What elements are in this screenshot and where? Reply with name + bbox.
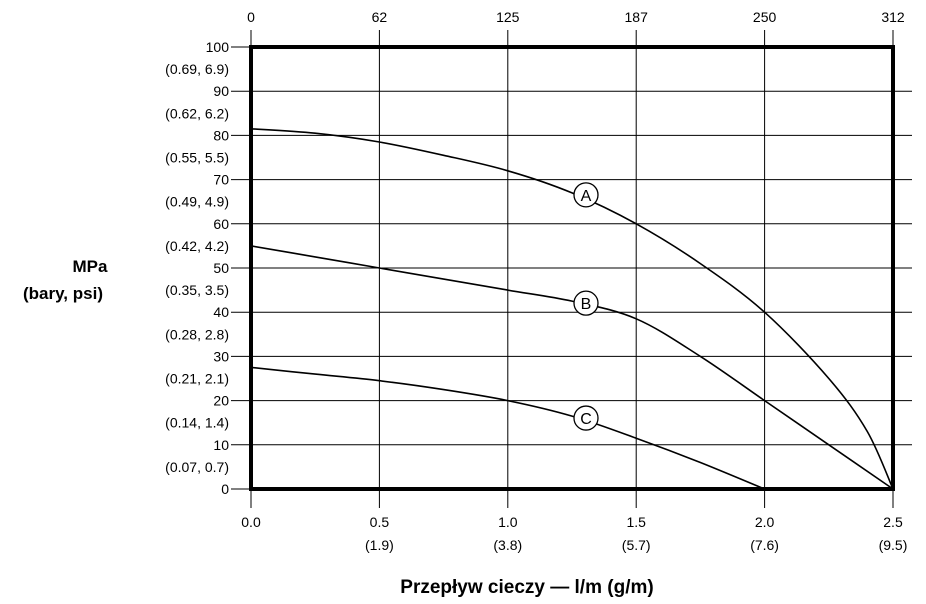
y-tick-label: 50 <box>213 260 229 276</box>
series-label-circle-b <box>573 290 599 316</box>
x-bottom-tick-label: 1.0 <box>498 514 518 530</box>
curve-labels: A B C <box>573 182 599 431</box>
x-bottom-secondary-tick-label: (9.5) <box>879 537 908 553</box>
y-tick-label: 10 <box>213 437 229 453</box>
y-secondary-tick-label: (0.21, 2.1) <box>165 371 229 387</box>
y-secondary-tick-label: (0.69, 6.9) <box>165 61 229 77</box>
y-secondary-tick-label: (0.49, 4.9) <box>165 194 229 210</box>
series-line-c <box>250 366 765 490</box>
y-axis-label-line1: MPa <box>73 257 109 276</box>
y-tick-label: 90 <box>213 83 229 99</box>
y-tick-label: 0 <box>221 481 229 497</box>
x-top-tick-label: 187 <box>625 9 649 25</box>
y-secondary-tick-label: (0.07, 0.7) <box>165 459 229 475</box>
data-curves <box>250 128 894 490</box>
x-top-tick-label: 250 <box>753 9 777 25</box>
x-top-tick-label: 312 <box>881 9 905 25</box>
series-label-c: C <box>580 411 592 428</box>
y-secondary-tick-label: (0.42, 4.2) <box>165 238 229 254</box>
x-bottom-tick-label: 2.5 <box>883 514 903 530</box>
y-tick-label: 60 <box>213 216 229 232</box>
x-top-tick-label: 125 <box>496 9 520 25</box>
y-tick-label: 80 <box>213 127 229 143</box>
y-secondary-tick-label: (0.14, 1.4) <box>165 415 229 431</box>
x-bottom-secondary-tick-label: (7.6) <box>750 537 779 553</box>
x-bottom-tick-label: 2.0 <box>755 514 775 530</box>
x-bottom-tick-label: 0.0 <box>241 514 261 530</box>
y-tick-label: 30 <box>213 348 229 364</box>
tick-labels: 0 10 20 30 40 50 60 70 80 90 100 (0.07, 0.7) (0.14, … <box>165 9 907 553</box>
x-bottom-tick-label: 0.5 <box>370 514 390 530</box>
y-tick-label: 100 <box>206 39 230 55</box>
y-axis-label-line2: (bary, psi) <box>23 284 103 303</box>
plot-frame <box>249 45 895 491</box>
series-line-b <box>250 245 894 490</box>
x-top-tick-label: 0 <box>247 9 255 25</box>
x-bottom-tick-label: 1.5 <box>626 514 646 530</box>
y-secondary-tick-label: (0.35, 3.5) <box>165 282 229 298</box>
x-bottom-secondary-tick-label: (5.7) <box>622 537 651 553</box>
grid-lines <box>231 30 912 508</box>
x-top-tick-label: 62 <box>372 9 388 25</box>
y-tick-label: 20 <box>213 393 229 409</box>
y-secondary-tick-label: (0.28, 2.8) <box>165 326 229 342</box>
series-label-circle-a <box>573 182 599 208</box>
x-bottom-secondary-tick-label: (1.9) <box>365 537 394 553</box>
y-tick-label: 70 <box>213 172 229 188</box>
series-line-a <box>250 128 894 490</box>
plot-border <box>249 45 895 491</box>
y-tick-label: 40 <box>213 304 229 320</box>
x-bottom-secondary-tick-label: (3.8) <box>493 537 522 553</box>
y-secondary-tick-label: (0.62, 6.2) <box>165 105 229 121</box>
x-axis-label: Przepływ cieczy — l/m (g/m) <box>400 577 653 598</box>
series-label-circle-c <box>573 405 599 431</box>
series-label-b: B <box>581 296 592 313</box>
series-label-a: A <box>581 188 592 205</box>
y-secondary-tick-label: (0.55, 5.5) <box>165 150 229 166</box>
